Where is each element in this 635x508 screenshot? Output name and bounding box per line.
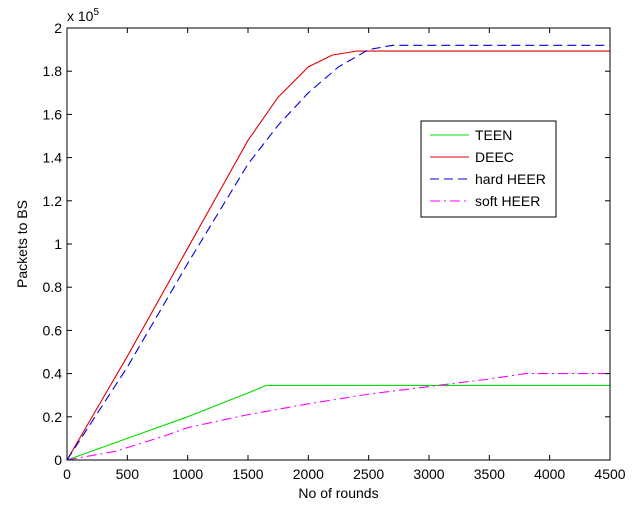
x-tick-label: 2000 [293, 466, 324, 482]
x-tick-label: 3000 [413, 466, 444, 482]
legend: TEEN DEEC hard HEER soft HEER [420, 120, 557, 218]
legend-label: hard HEER [475, 171, 546, 187]
y-tick-label: 0.6 [43, 322, 63, 338]
x-tick-label: 3500 [474, 466, 505, 482]
y-tick-label: 0.2 [43, 409, 63, 425]
x-tick-label: 4000 [534, 466, 565, 482]
y-axis-label: Packets to BS [14, 200, 30, 288]
y-multiplier-base: x 10 [67, 8, 94, 24]
y-tick-label: 0 [54, 452, 62, 468]
series-line-deec [66, 50, 610, 461]
y-tick-label: 0.4 [43, 366, 63, 382]
legend-label: TEEN [475, 127, 512, 143]
y-tick-label: 1 [54, 236, 62, 252]
x-tick-label: 1000 [172, 466, 203, 482]
y-tick-label: 1.6 [43, 106, 63, 122]
axes-layer: 0 500 1000 1500 2000 2500 3000 3500 4000 4500 0 0.2… [43, 20, 626, 482]
y-tick-label: 1.8 [43, 63, 63, 79]
x-axis-label: No of rounds [298, 485, 378, 501]
y-tick-label: 0.8 [43, 279, 63, 295]
x-tick-label: 4500 [594, 466, 625, 482]
x-tick-label: 0 [63, 466, 71, 482]
legend-label: DEEC [475, 149, 514, 165]
legend-label: soft HEER [475, 193, 540, 209]
x-tick-label: 1500 [232, 466, 263, 482]
plot-area [67, 28, 610, 460]
labels-layer: No of rounds Packets to BS x 105 [14, 7, 379, 501]
series-line-teen [66, 384, 610, 461]
y-tick-label: 2 [54, 20, 62, 36]
x-tick-label: 2500 [353, 466, 384, 482]
series-line-hard-heer [66, 44, 610, 461]
y-tick-label: 1.2 [43, 193, 63, 209]
y-tick-label: 1.4 [43, 150, 63, 166]
series-layer [66, 44, 610, 461]
y-multiplier-label: x 105 [67, 7, 99, 24]
y-multiplier-exponent: 5 [93, 7, 99, 18]
legend-box [420, 120, 557, 218]
x-tick-label: 500 [116, 466, 140, 482]
